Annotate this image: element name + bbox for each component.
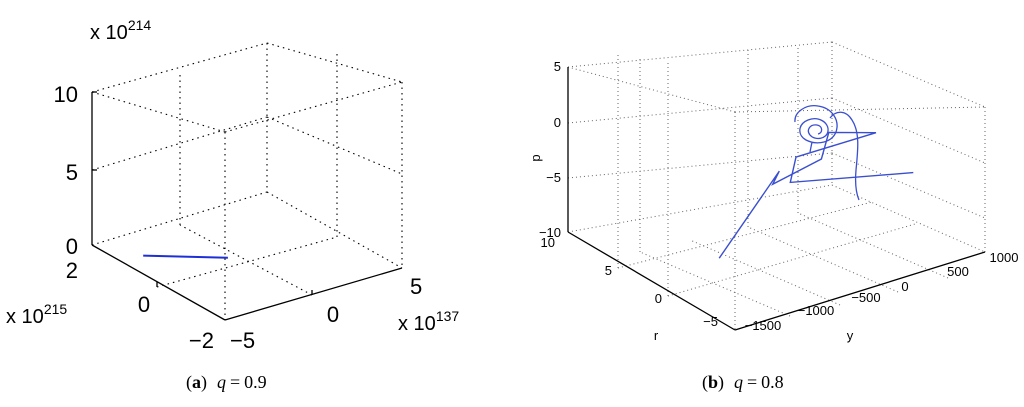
chart-a-caption: (a) q = 0.9 [186, 372, 267, 393]
chart-a-y-tick-0: −5 [230, 328, 255, 353]
chart-a-axes [91, 91, 403, 321]
chart-a-y-tick-2: 5 [410, 274, 422, 299]
chart-a-y-tick-1: 0 [327, 302, 339, 327]
chart-a-x-multiplier: x 10215 [6, 301, 67, 328]
chart-a-y-multiplier: x 10137 [398, 308, 459, 335]
chart-a-z-multiplier: x 10214 [90, 17, 151, 44]
chart-a-grid [91, 42, 403, 320]
chart-a-x-tick-0: 2 [66, 258, 78, 283]
chart-a-series-0 [143, 254, 228, 259]
chart-a-z-tick-0: 0 [66, 234, 78, 259]
chart-a-x-tick-2: −2 [189, 328, 214, 353]
chart-a-z-tick-1: 5 [66, 160, 78, 185]
chart-a-z-tick-2: 10 [54, 82, 78, 107]
chart-a-x-tick-1: 0 [138, 292, 150, 317]
